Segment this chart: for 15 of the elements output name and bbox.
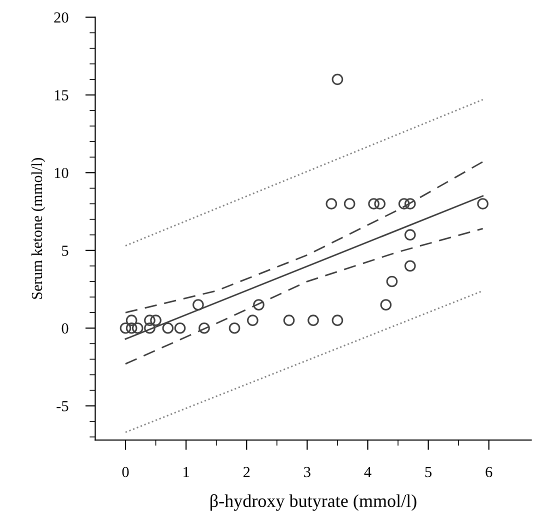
x-tick-label: 0 [122, 466, 129, 478]
x-tick-label: 1 [184, 466, 189, 478]
y-tick-label: 20 [54, 12, 68, 23]
y-axis-title: Serum ketone (mmol/l) [31, 158, 46, 299]
x-tick-label: 5 [425, 467, 432, 478]
y-tick-label: 5 [62, 246, 68, 256]
x-axis-title: β-hydroxy butyrate (mmol/l) [210, 494, 416, 511]
x-tick-label: 3 [304, 466, 310, 478]
y-tick-label: 10 [54, 168, 68, 178]
x-tick-label: 2 [243, 466, 250, 478]
y-tick-label: 15 [54, 90, 68, 100]
x-tick-label: 4 [364, 466, 372, 478]
x-tick-label: 6 [486, 466, 492, 478]
y-tick-label: -5 [56, 401, 68, 412]
y-tick-label: 0 [62, 323, 68, 334]
